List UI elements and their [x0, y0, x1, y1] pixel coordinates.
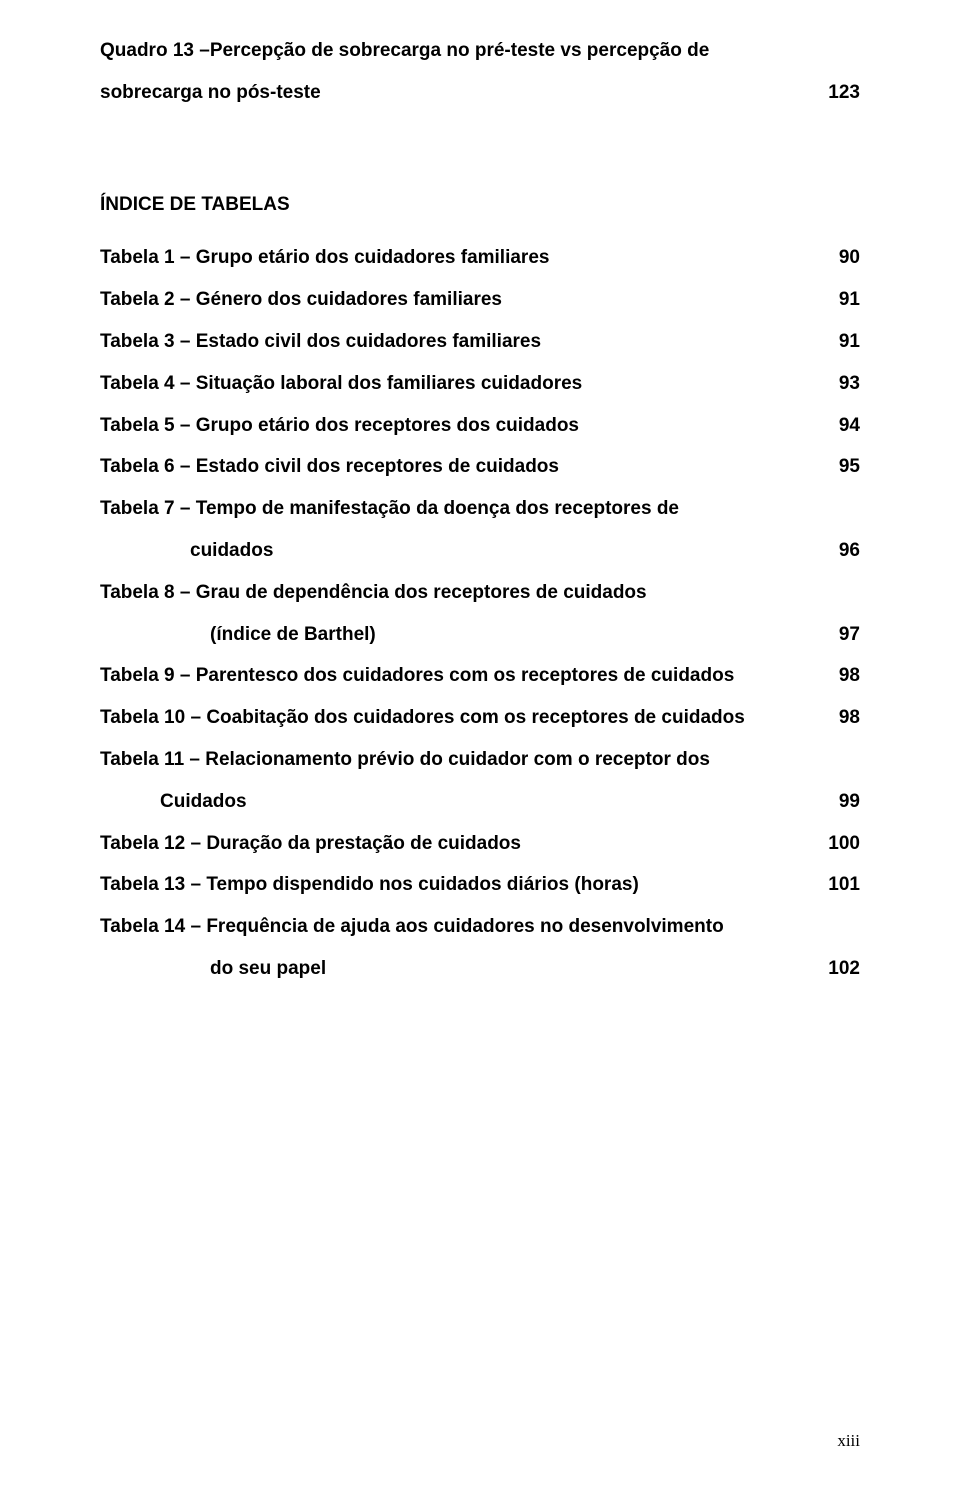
entry-page: 101	[810, 864, 860, 906]
entry-tabela-2: Tabela 2 – Género dos cuidadores familia…	[100, 279, 860, 321]
entry-tabela-11-line1: Tabela 11 – Relacionamento prévio do cui…	[100, 739, 860, 781]
entry-label: Tabela 12 – Duração da prestação de cuid…	[100, 823, 810, 865]
entry-label: Tabela 7 – Tempo de manifestação da doen…	[100, 488, 860, 530]
entry-page: 97	[810, 614, 860, 656]
entry-quadro-13-line2: sobrecarga no pós-teste 123	[100, 72, 860, 114]
entry-label: Tabela 4 – Situação laboral dos familiar…	[100, 363, 810, 405]
entry-page: 99	[810, 781, 860, 823]
entry-label: sobrecarga no pós-teste	[100, 72, 810, 114]
entry-label: Tabela 3 – Estado civil dos cuidadores f…	[100, 321, 810, 363]
entry-page: 98	[810, 655, 860, 697]
entry-label: Tabela 13 – Tempo dispendido nos cuidado…	[100, 864, 810, 906]
entry-tabela-3: Tabela 3 – Estado civil dos cuidadores f…	[100, 321, 860, 363]
entry-tabela-14-line2: do seu papel 102	[100, 948, 860, 990]
entry-label: Tabela 11 – Relacionamento prévio do cui…	[100, 739, 860, 781]
entry-tabela-9: Tabela 9 – Parentesco dos cuidadores com…	[100, 655, 860, 697]
entry-quadro-13-line1: Quadro 13 –Percepção de sobrecarga no pr…	[100, 30, 860, 72]
entry-label: Tabela 9 – Parentesco dos cuidadores com…	[100, 655, 810, 697]
entry-label: Quadro 13 –Percepção de sobrecarga no pr…	[100, 30, 860, 72]
entry-label: Tabela 2 – Género dos cuidadores familia…	[100, 279, 810, 321]
entry-tabela-7-line2: cuidados 96	[100, 530, 860, 572]
entry-page: 95	[810, 446, 860, 488]
entry-page: 94	[810, 405, 860, 447]
page: Quadro 13 –Percepção de sobrecarga no pr…	[0, 0, 960, 1487]
entry-tabela-8-line2: (índice de Barthel) 97	[100, 614, 860, 656]
entry-label: Tabela 6 – Estado civil dos receptores d…	[100, 446, 810, 488]
entry-page: 96	[810, 530, 860, 572]
entry-label: Tabela 1 – Grupo etário dos cuidadores f…	[100, 237, 810, 279]
entry-tabela-4: Tabela 4 – Situação laboral dos familiar…	[100, 363, 860, 405]
page-number-footer: xiii	[837, 1431, 860, 1451]
entry-tabela-8-line1: Tabela 8 – Grau de dependência dos recep…	[100, 572, 860, 614]
entry-tabela-13: Tabela 13 – Tempo dispendido nos cuidado…	[100, 864, 860, 906]
entry-tabela-11-line2: Cuidados 99	[100, 781, 860, 823]
spacer	[100, 114, 860, 154]
entry-label: Tabela 8 – Grau de dependência dos recep…	[100, 572, 860, 614]
entry-page: 91	[810, 279, 860, 321]
entry-page: 91	[810, 321, 860, 363]
entry-page: 90	[810, 237, 860, 279]
entry-label: (índice de Barthel)	[210, 614, 810, 656]
entry-label: Tabela 10 – Coabitação dos cuidadores co…	[100, 697, 810, 739]
entry-label: do seu papel	[210, 948, 810, 990]
entry-label: Cuidados	[160, 781, 810, 823]
entry-tabela-10: Tabela 10 – Coabitação dos cuidadores co…	[100, 697, 860, 739]
entry-tabela-6: Tabela 6 – Estado civil dos receptores d…	[100, 446, 860, 488]
entry-label: Tabela 14 – Frequência de ajuda aos cuid…	[100, 906, 860, 948]
entry-page: 123	[810, 72, 860, 114]
entry-page: 100	[810, 823, 860, 865]
entry-tabela-14-line1: Tabela 14 – Frequência de ajuda aos cuid…	[100, 906, 860, 948]
entry-tabela-5: Tabela 5 – Grupo etário dos receptores d…	[100, 405, 860, 447]
entry-page: 93	[810, 363, 860, 405]
entry-page: 98	[810, 697, 860, 739]
entry-label: Tabela 5 – Grupo etário dos receptores d…	[100, 405, 810, 447]
entry-tabela-12: Tabela 12 – Duração da prestação de cuid…	[100, 823, 860, 865]
entry-tabela-1: Tabela 1 – Grupo etário dos cuidadores f…	[100, 237, 860, 279]
entry-tabela-7-line1: Tabela 7 – Tempo de manifestação da doen…	[100, 488, 860, 530]
entry-label: cuidados	[190, 530, 810, 572]
section-title-indice-tabelas: ÍNDICE DE TABELAS	[100, 184, 860, 226]
entry-page: 102	[810, 948, 860, 990]
